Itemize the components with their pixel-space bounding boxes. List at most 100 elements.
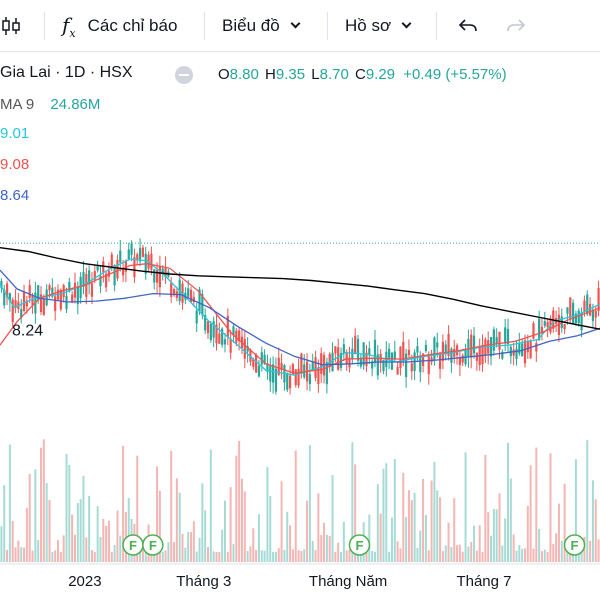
candle-body bbox=[438, 354, 442, 369]
candle-body bbox=[506, 329, 510, 345]
candle-body bbox=[229, 338, 232, 353]
candle-body bbox=[583, 300, 586, 312]
volume-bar bbox=[195, 551, 198, 562]
candle-body bbox=[441, 341, 445, 362]
volume-bar bbox=[325, 534, 328, 562]
volume-bar bbox=[153, 551, 156, 562]
volume-bar bbox=[201, 483, 204, 562]
volume-bar bbox=[399, 548, 402, 562]
volume-bar bbox=[283, 549, 286, 562]
candle-body bbox=[48, 285, 51, 291]
dividend-marker[interactable]: F bbox=[142, 534, 164, 556]
candle-body bbox=[563, 324, 566, 330]
volume-bar bbox=[266, 466, 269, 562]
candle-body bbox=[594, 310, 597, 318]
volume-bar bbox=[342, 521, 345, 562]
volume-bar bbox=[436, 490, 439, 562]
candle-body bbox=[116, 259, 119, 279]
candle-body bbox=[325, 362, 328, 385]
candle-body bbox=[535, 343, 538, 352]
candle-body bbox=[574, 313, 578, 324]
candle-body bbox=[518, 343, 521, 354]
volume-bar bbox=[294, 450, 297, 562]
candle-body bbox=[447, 333, 450, 357]
candle-body bbox=[105, 273, 108, 288]
candle-body bbox=[121, 268, 125, 276]
candle-body bbox=[266, 363, 269, 372]
volume-bar bbox=[260, 550, 263, 562]
candlestick-icon[interactable] bbox=[0, 8, 22, 44]
candle-body bbox=[501, 351, 504, 359]
candle-body bbox=[90, 283, 94, 297]
volume-bar bbox=[164, 550, 167, 562]
volume-bar bbox=[473, 525, 476, 562]
indicators-button[interactable]: fx Các chỉ báo bbox=[62, 8, 177, 44]
candle-body bbox=[65, 296, 68, 310]
volume-bar bbox=[85, 537, 88, 562]
eye-off-icon[interactable] bbox=[175, 66, 193, 84]
toolbar-divider bbox=[436, 12, 437, 40]
volume-bar bbox=[351, 442, 354, 562]
candle-body bbox=[138, 248, 142, 262]
candle-body bbox=[187, 288, 190, 297]
volume-bar bbox=[107, 520, 110, 562]
candle-body bbox=[407, 349, 411, 356]
volume-bar bbox=[487, 512, 490, 562]
candle-body bbox=[504, 327, 507, 344]
volume-bar bbox=[62, 535, 65, 562]
candle-body bbox=[291, 364, 295, 375]
candle-body bbox=[45, 289, 48, 306]
volume-ma-label: MA 9 bbox=[0, 96, 35, 113]
volume-bar bbox=[34, 469, 37, 562]
chart-type-button[interactable]: Biểu đồ bbox=[222, 8, 301, 44]
volume-bar bbox=[204, 510, 207, 562]
ohlc-values: O8.80 H9.35 L8.70 C9.29 +0.49 (+5.57%) bbox=[218, 66, 507, 83]
dividend-marker[interactable]: F bbox=[348, 534, 371, 556]
candle-body bbox=[461, 355, 464, 363]
candle-body bbox=[274, 368, 278, 392]
volume-bar bbox=[410, 500, 413, 562]
redo-icon[interactable] bbox=[506, 8, 526, 44]
volume-bar bbox=[540, 551, 543, 562]
candle-body bbox=[382, 360, 385, 372]
volume-bar bbox=[277, 548, 280, 562]
volume-bar bbox=[257, 514, 260, 562]
ma-mid-value: 9.08 bbox=[0, 156, 30, 173]
volume-bar bbox=[371, 550, 374, 562]
change-value: +0.49 (+5.57%) bbox=[403, 66, 507, 83]
ma-fast-value: 9.01 bbox=[0, 125, 30, 142]
volume-bar bbox=[424, 514, 427, 562]
profile-button[interactable]: Hồ sơ bbox=[345, 8, 412, 44]
volume-bar bbox=[31, 550, 34, 562]
candle-body bbox=[342, 344, 345, 354]
volume-bar bbox=[3, 485, 6, 562]
chevron-down-icon bbox=[401, 18, 412, 29]
candle-body bbox=[59, 289, 62, 310]
toolbar-divider bbox=[204, 12, 205, 40]
volume-bar bbox=[280, 481, 283, 562]
dividend-marker-circle bbox=[142, 534, 164, 556]
undo-icon[interactable] bbox=[458, 8, 478, 44]
candle-body bbox=[410, 363, 413, 372]
candle-body bbox=[331, 352, 334, 372]
candle-body bbox=[402, 341, 405, 361]
candle-body bbox=[150, 253, 153, 270]
candle-body bbox=[300, 353, 303, 374]
candle-body bbox=[373, 339, 377, 363]
volume-bar bbox=[354, 464, 357, 562]
volume-bar bbox=[439, 497, 442, 562]
candle-body bbox=[303, 364, 306, 378]
volume-bar bbox=[167, 542, 170, 562]
candle-body bbox=[277, 357, 280, 375]
volume-bar bbox=[475, 550, 478, 562]
volume-bar bbox=[444, 545, 447, 562]
ma-slow-value: 8.64 bbox=[0, 187, 30, 204]
candle-body bbox=[269, 366, 272, 382]
volume-bar bbox=[481, 551, 484, 562]
dividend-marker[interactable]: F bbox=[563, 534, 586, 556]
volume-bar bbox=[379, 513, 382, 562]
symbol-title[interactable]: Gia Lai · 1D · HSX bbox=[0, 64, 133, 81]
dividend-marker[interactable]: F bbox=[122, 534, 144, 556]
